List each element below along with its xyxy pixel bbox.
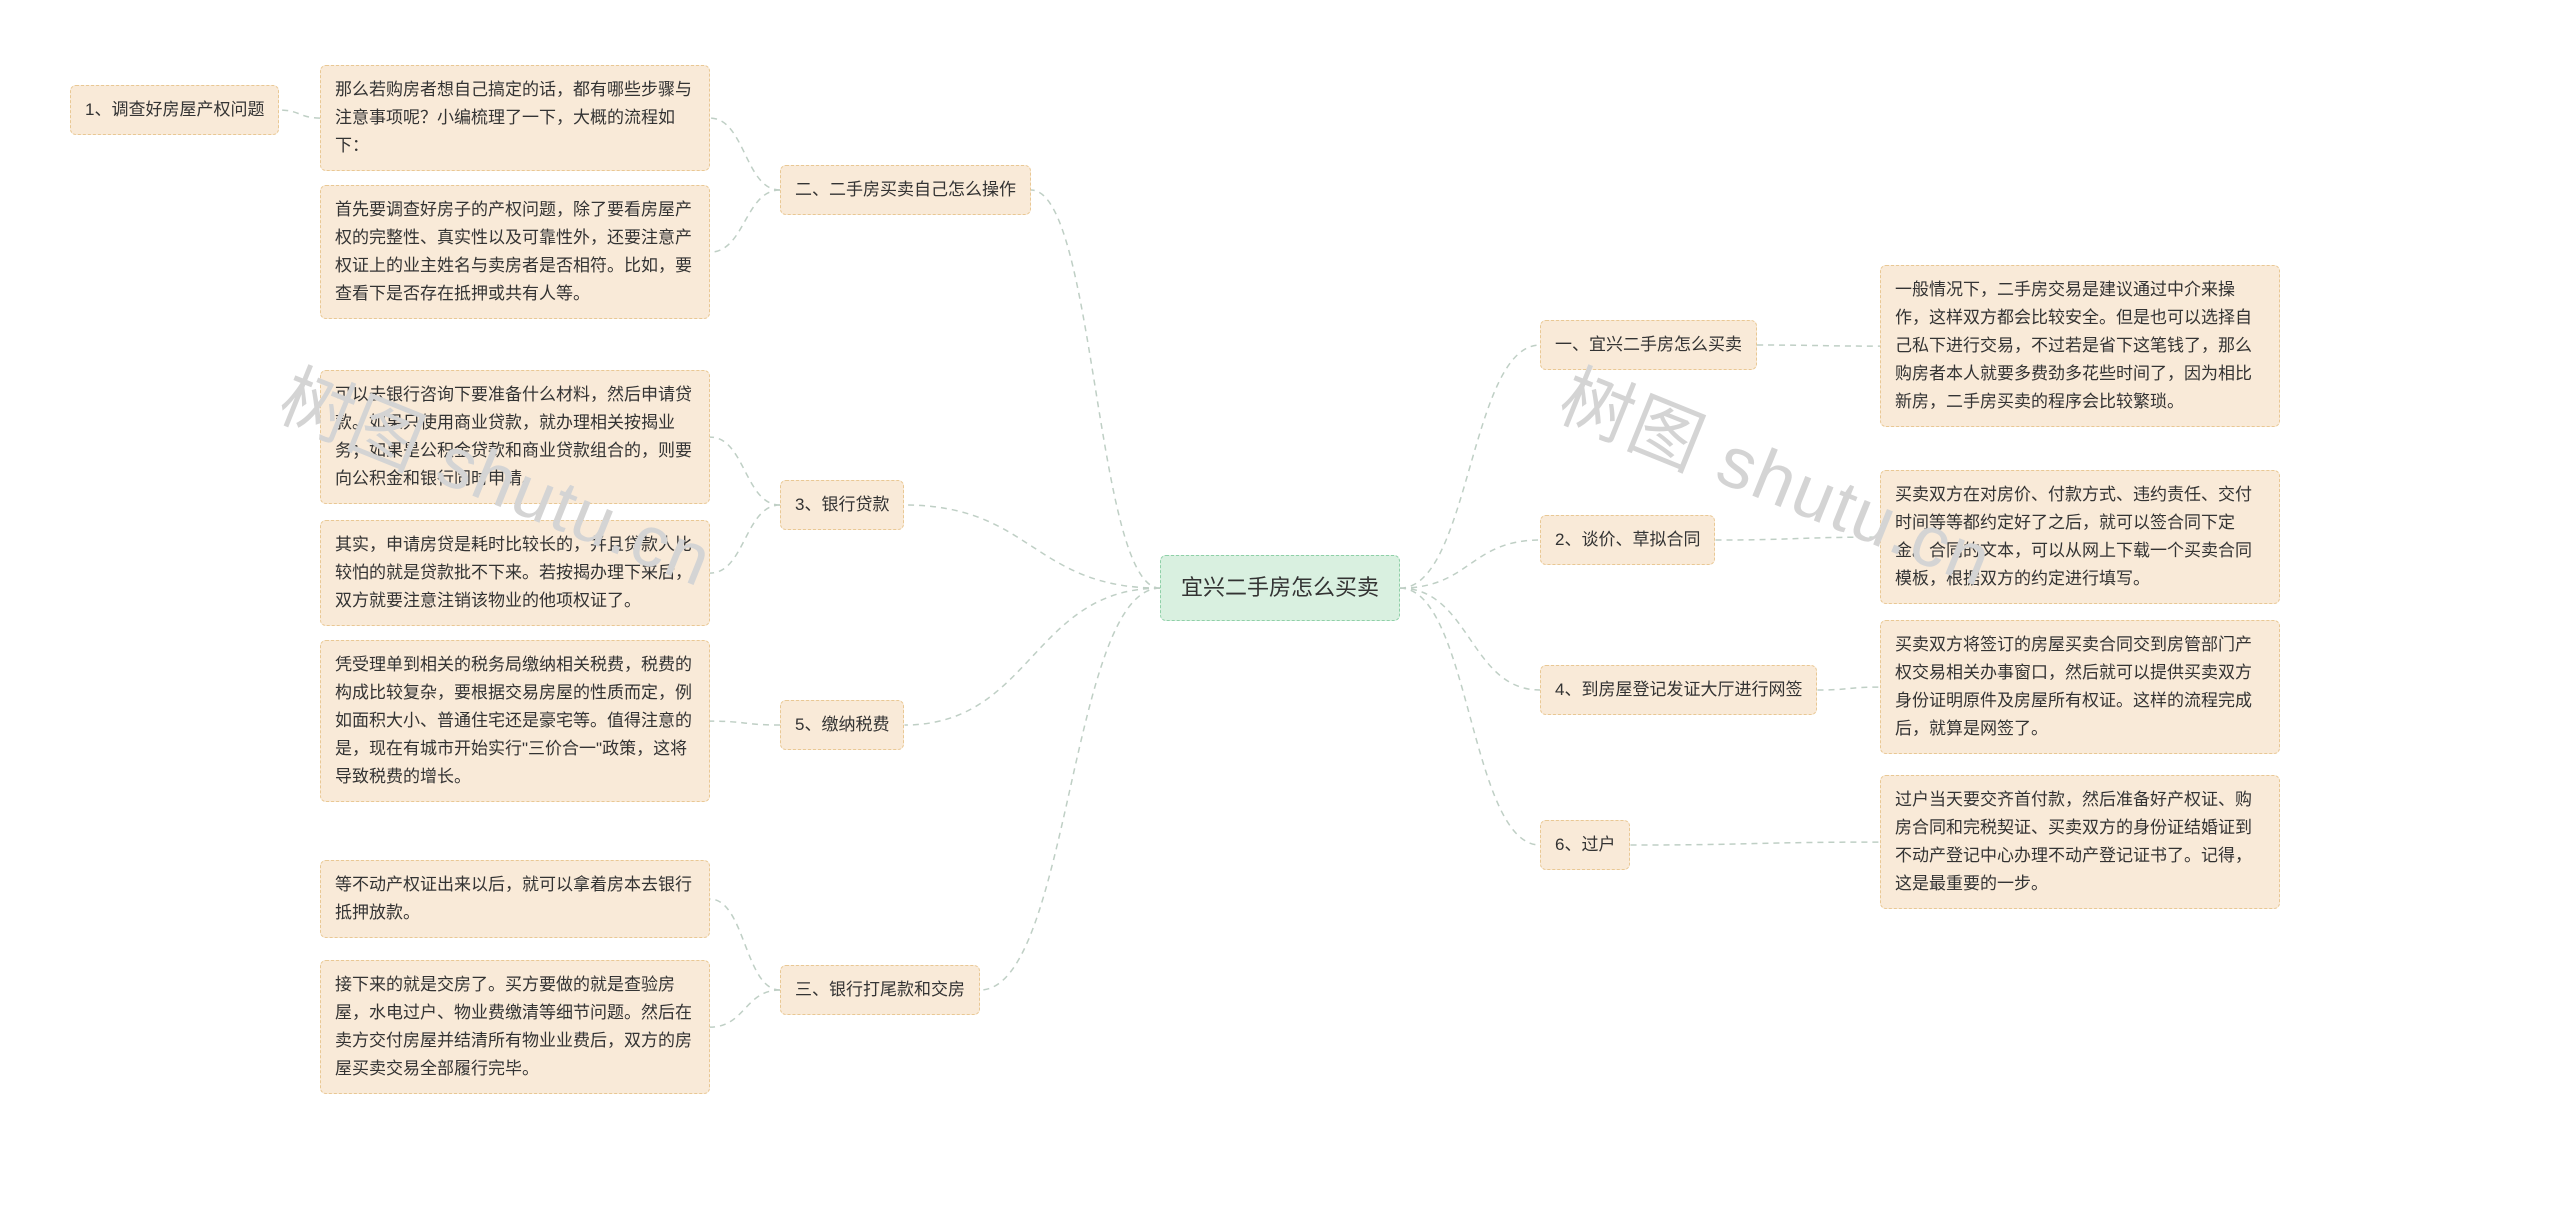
leaf-r3a-text: 买卖双方将签订的房屋买卖合同交到房管部门产权交易相关办事窗口，然后就可以提供买卖…	[1895, 635, 2252, 738]
root-node: 宜兴二手房怎么买卖	[1160, 555, 1400, 621]
leaf-l2a: 可以去银行咨询下要准备什么材料，然后申请贷款。如果只使用商业贷款，就办理相关按揭…	[320, 370, 710, 504]
leaf-r3a: 买卖双方将签订的房屋买卖合同交到房管部门产权交易相关办事窗口，然后就可以提供买卖…	[1880, 620, 2280, 754]
leaf-l2b-text: 其实，申请房贷是耗时比较长的，并且贷款人比较怕的就是贷款批不下来。若按揭办理下来…	[335, 535, 692, 610]
branch-r4-label: 6、过户	[1555, 835, 1615, 854]
leaf-l4a: 等不动产权证出来以后，就可以拿着房本去银行抵押放款。	[320, 860, 710, 938]
branch-l1-label: 二、二手房买卖自己怎么操作	[795, 180, 1016, 199]
leaf-l4b-text: 接下来的就是交房了。买方要做的就是查验房屋，水电过户、物业费缴清等细节问题。然后…	[335, 975, 692, 1078]
leaf-l1a1-text: 1、调查好房屋产权问题	[85, 100, 264, 119]
leaf-l1b-text: 首先要调查好房子的产权问题，除了要看房屋产权的完整性、真实性以及可靠性外，还要注…	[335, 200, 692, 303]
branch-r1: 一、宜兴二手房怎么买卖	[1540, 320, 1757, 370]
branch-r2-label: 2、谈价、草拟合同	[1555, 530, 1700, 549]
branch-r3-label: 4、到房屋登记发证大厅进行网签	[1555, 680, 1802, 699]
leaf-l4b: 接下来的就是交房了。买方要做的就是查验房屋，水电过户、物业费缴清等细节问题。然后…	[320, 960, 710, 1094]
branch-l2-label: 3、银行贷款	[795, 495, 889, 514]
leaf-l3a-text: 凭受理单到相关的税务局缴纳相关税费，税费的构成比较复杂，要根据交易房屋的性质而定…	[335, 655, 692, 786]
branch-l4: 三、银行打尾款和交房	[780, 965, 980, 1015]
root-label: 宜兴二手房怎么买卖	[1181, 575, 1379, 600]
leaf-r4a: 过户当天要交齐首付款，然后准备好产权证、购房合同和完税契证、买卖双方的身份证结婚…	[1880, 775, 2280, 909]
leaf-l4a-text: 等不动产权证出来以后，就可以拿着房本去银行抵押放款。	[335, 875, 692, 922]
branch-r1-label: 一、宜兴二手房怎么买卖	[1555, 335, 1742, 354]
leaf-r1a-text: 一般情况下，二手房交易是建议通过中介来操作，这样双方都会比较安全。但是也可以选择…	[1895, 280, 2252, 411]
branch-l4-label: 三、银行打尾款和交房	[795, 980, 965, 999]
leaf-l1a-text: 那么若购房者想自己搞定的话，都有哪些步骤与注意事项呢？小编梳理了一下，大概的流程…	[335, 80, 692, 155]
leaf-r2a-text: 买卖双方在对房价、付款方式、违约责任、交付时间等等都约定好了之后，就可以签合同下…	[1895, 485, 2252, 588]
leaf-r1a: 一般情况下，二手房交易是建议通过中介来操作，这样双方都会比较安全。但是也可以选择…	[1880, 265, 2280, 427]
leaf-l2b: 其实，申请房贷是耗时比较长的，并且贷款人比较怕的就是贷款批不下来。若按揭办理下来…	[320, 520, 710, 626]
leaf-l1b: 首先要调查好房子的产权问题，除了要看房屋产权的完整性、真实性以及可靠性外，还要注…	[320, 185, 710, 319]
leaf-l1a1: 1、调查好房屋产权问题	[70, 85, 279, 135]
branch-l3: 5、缴纳税费	[780, 700, 904, 750]
branch-l3-label: 5、缴纳税费	[795, 715, 889, 734]
leaf-l2a-text: 可以去银行咨询下要准备什么材料，然后申请贷款。如果只使用商业贷款，就办理相关按揭…	[335, 385, 692, 488]
branch-l2: 3、银行贷款	[780, 480, 904, 530]
leaf-l3a: 凭受理单到相关的税务局缴纳相关税费，税费的构成比较复杂，要根据交易房屋的性质而定…	[320, 640, 710, 802]
branch-r4: 6、过户	[1540, 820, 1630, 870]
leaf-r4a-text: 过户当天要交齐首付款，然后准备好产权证、购房合同和完税契证、买卖双方的身份证结婚…	[1895, 790, 2252, 893]
branch-r3: 4、到房屋登记发证大厅进行网签	[1540, 665, 1817, 715]
leaf-l1a: 那么若购房者想自己搞定的话，都有哪些步骤与注意事项呢？小编梳理了一下，大概的流程…	[320, 65, 710, 171]
branch-r2: 2、谈价、草拟合同	[1540, 515, 1715, 565]
leaf-r2a: 买卖双方在对房价、付款方式、违约责任、交付时间等等都约定好了之后，就可以签合同下…	[1880, 470, 2280, 604]
branch-l1: 二、二手房买卖自己怎么操作	[780, 165, 1031, 215]
